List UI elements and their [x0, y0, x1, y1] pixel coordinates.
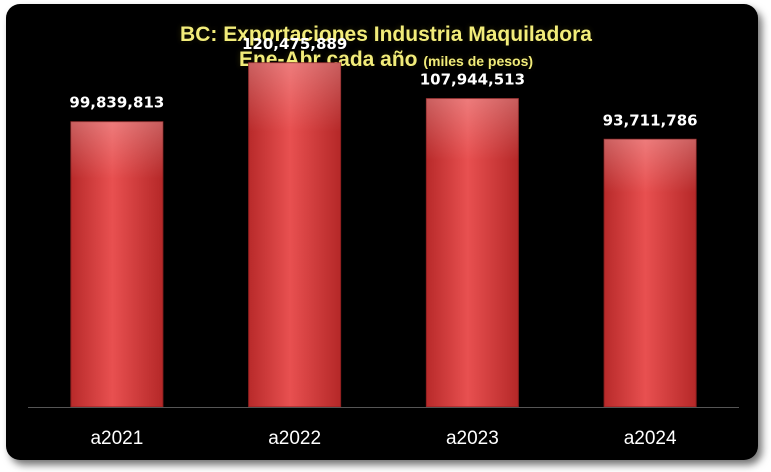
category-labels-group: a2021 a2022 a2023 a2024 [90, 428, 677, 449]
category-label-a2024: a2024 [624, 428, 677, 449]
chart-subtitle-line: Ene-Abr cada año (miles de pesos) [6, 47, 758, 74]
value-label-a2023: 107,944,513 [420, 71, 525, 89]
bar-highlight-a2022 [248, 62, 341, 407]
bar-highlight-a2024 [604, 139, 697, 407]
chart-title-block: BC: Exportaciones Industria Maquiladora … [6, 22, 758, 74]
chart-title: BC: Exportaciones Industria Maquiladora [180, 23, 592, 46]
value-label-a2022: 120,475,889 [242, 35, 347, 53]
bar-highlight-a2023 [426, 98, 519, 408]
bar-chart: 99,839,813 120,475,889 107,944,513 93,711,7… [28, 35, 739, 449]
value-label-a2024: 93,711,786 [603, 111, 698, 129]
chart-frame: BC: Exportaciones Industria Maquiladora … [6, 4, 758, 460]
category-label-a2023: a2023 [446, 428, 499, 449]
category-label-a2022: a2022 [268, 428, 321, 449]
value-label-a2021: 99,839,813 [69, 94, 164, 112]
value-labels-group: 99,839,813 120,475,889 107,944,513 93,711,7… [69, 35, 697, 129]
category-label-a2021: a2021 [90, 428, 143, 449]
chart-units-note: (miles de pesos) [423, 53, 534, 69]
bar-highlight-a2021 [70, 121, 163, 407]
bars-group [70, 62, 697, 408]
